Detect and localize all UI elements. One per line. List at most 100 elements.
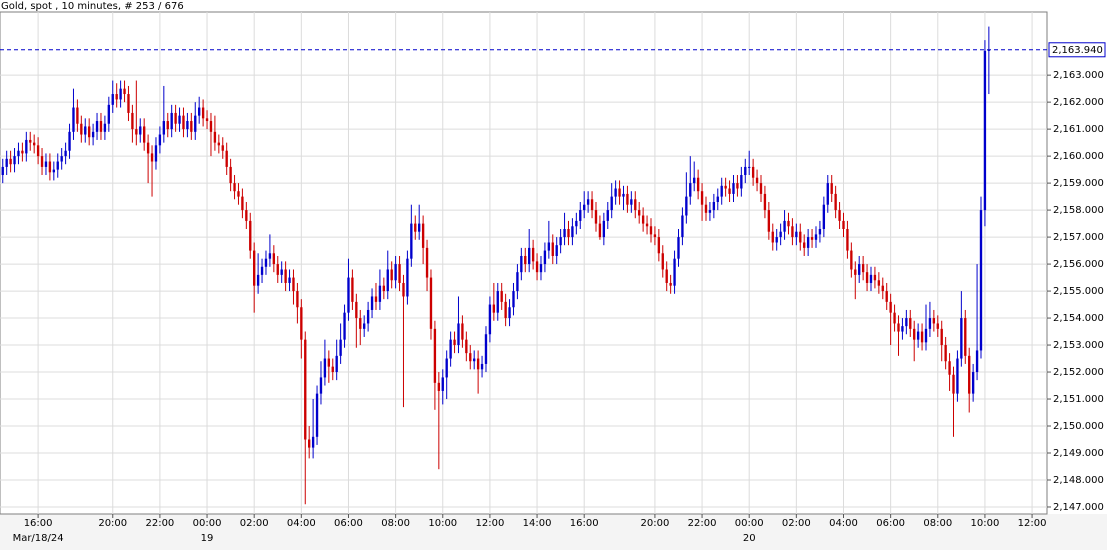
candle-body <box>496 291 499 313</box>
candle-body <box>363 323 366 329</box>
candle-body <box>547 242 551 251</box>
candle-body <box>983 50 987 211</box>
candle-body <box>40 156 44 167</box>
candle-body <box>583 204 586 211</box>
candle-body <box>858 264 861 275</box>
candle-body <box>300 307 303 340</box>
candle-body <box>143 126 146 143</box>
candle-body <box>838 210 841 221</box>
candle-body <box>610 196 613 211</box>
candle-body <box>268 253 272 259</box>
candle-body <box>190 121 193 132</box>
candle-body <box>948 361 951 375</box>
candle-body <box>944 345 947 362</box>
candle-body <box>131 112 134 130</box>
candle-body <box>194 115 197 132</box>
candle-body <box>500 291 503 302</box>
candle-body <box>359 318 362 329</box>
candle-body <box>327 358 331 367</box>
candle-body <box>414 223 417 232</box>
candle-body <box>492 304 496 313</box>
candle-body <box>689 183 692 197</box>
candle-body <box>386 269 389 292</box>
candle-body <box>885 291 888 302</box>
y-tick-label: 2,155.000 <box>1053 286 1104 297</box>
candle-body <box>311 436 315 448</box>
candle-body <box>979 210 983 351</box>
candle-body <box>724 185 727 189</box>
candle-body <box>217 142 221 146</box>
candle-body <box>64 150 67 157</box>
candle-body <box>249 220 252 251</box>
candle-body <box>119 88 122 100</box>
candle-body <box>355 301 358 319</box>
candle-body <box>425 247 429 278</box>
candle-body <box>221 145 224 151</box>
last-price-label: 2,163.940 <box>1052 45 1103 56</box>
x-tick-label: 06:00 <box>876 518 905 529</box>
x-tick-label: 10:00 <box>428 518 457 529</box>
candle-body <box>909 318 912 329</box>
candle-body <box>850 250 853 270</box>
x-tick-label: 04:00 <box>287 518 316 529</box>
candle-body <box>846 228 849 251</box>
candle-body <box>68 131 71 151</box>
candle-body <box>598 223 602 238</box>
candle-body <box>390 269 393 281</box>
candle-body <box>869 274 873 283</box>
candle-body <box>272 253 276 265</box>
candle-body <box>284 269 287 283</box>
candle-body <box>335 355 338 373</box>
x-tick-label: 16:00 <box>570 518 599 529</box>
y-tick-label: 2,158.000 <box>1053 205 1104 216</box>
candle-body <box>21 150 24 154</box>
candle-body <box>229 166 232 184</box>
candle-body <box>893 312 896 324</box>
candle-body <box>775 237 778 243</box>
candle-body <box>520 255 523 273</box>
candle-body <box>901 326 904 332</box>
candle-body <box>669 282 672 286</box>
candle-body <box>928 318 932 329</box>
candle-body <box>253 250 256 286</box>
candle-body <box>80 123 83 135</box>
candle-body <box>461 323 464 340</box>
y-tick-label: 2,148.000 <box>1053 475 1104 486</box>
candle-body <box>453 339 456 346</box>
candle-body <box>5 158 8 167</box>
x-tick-label: 20:00 <box>641 518 670 529</box>
candle-body <box>512 291 515 308</box>
candle-body <box>158 134 162 146</box>
candle-body <box>331 366 334 373</box>
x-tick-label: 08:00 <box>923 518 952 529</box>
candle-body <box>936 323 939 329</box>
candle-body <box>873 274 877 281</box>
candle-body <box>763 193 767 211</box>
candle-body <box>13 156 16 165</box>
candle-body <box>72 107 75 132</box>
candle-body <box>940 328 943 346</box>
y-tick-label: 2,156.000 <box>1053 259 1104 270</box>
candle-body <box>897 323 900 332</box>
candle-body <box>693 177 696 184</box>
x-tick-label: 00:00 <box>735 518 764 529</box>
x-tick-label: 12:00 <box>1018 518 1047 529</box>
candle-body <box>339 339 342 356</box>
candle-body <box>528 247 531 265</box>
candle-body <box>308 439 311 448</box>
candle-body <box>987 49 991 51</box>
candle-body <box>115 94 118 100</box>
x-tick-label: 08:00 <box>381 518 410 529</box>
candle-body <box>418 223 421 232</box>
candle-body <box>343 312 346 340</box>
candle-body <box>33 142 36 146</box>
candle-body <box>29 139 32 143</box>
candle-body <box>579 210 582 221</box>
candle-body <box>932 318 936 324</box>
candle-body <box>111 94 114 105</box>
candle-body <box>366 309 370 324</box>
y-tick-label: 2,160.000 <box>1053 151 1104 162</box>
x-tick-label: 06:00 <box>334 518 363 529</box>
candle-body <box>716 196 719 203</box>
